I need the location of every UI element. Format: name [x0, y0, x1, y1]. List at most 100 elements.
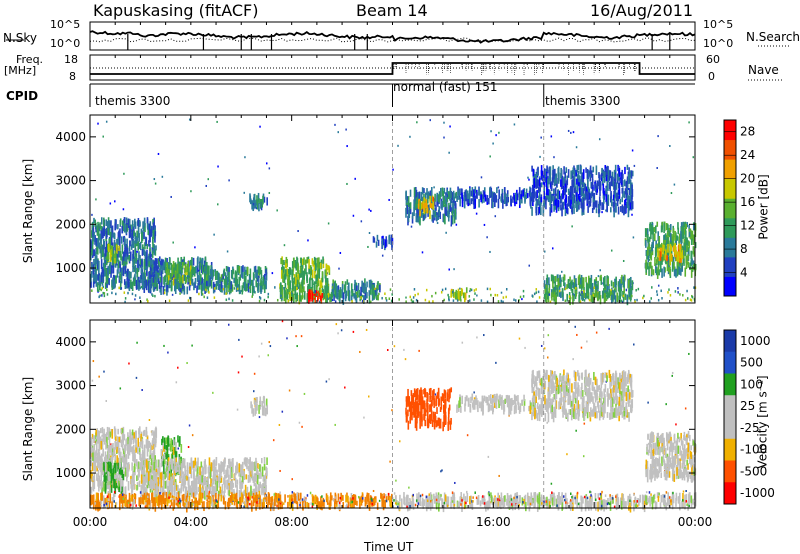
- power-echo-pixel: [376, 234, 379, 241]
- power-echo-pixel: [520, 194, 522, 200]
- power-speckle-pixel: [667, 291, 669, 294]
- power-echo-pixel: [103, 227, 106, 237]
- velocity-echo-pixel: [162, 461, 165, 467]
- velocity-echo-pixel: [166, 470, 169, 479]
- power-noise-pixel: [339, 251, 342, 254]
- power-echo-pixel: [585, 276, 587, 283]
- power-echo-pixel: [121, 225, 123, 234]
- power-echo-pixel: [282, 273, 284, 283]
- power-echo-pixel: [529, 196, 532, 203]
- power-echo-pixel: [304, 259, 307, 267]
- power-echo-pixel: [440, 200, 443, 208]
- velocity-echo-pixel: [195, 475, 197, 483]
- power-echo-pixel: [617, 191, 619, 202]
- power-echo-pixel: [622, 281, 625, 288]
- velocity-echo-pixel: [247, 474, 250, 483]
- power-echo-pixel: [573, 170, 576, 179]
- power-echo-pixel: [104, 263, 106, 274]
- power-echo-pixel: [618, 167, 621, 177]
- power-echo-pixel: [659, 265, 662, 273]
- power-echo-pixel: [677, 222, 679, 230]
- power-echo-pixel: [372, 284, 374, 291]
- power-echo-pixel: [610, 198, 613, 207]
- power-echo-pixel: [308, 289, 311, 296]
- power-echo-pixel: [450, 195, 453, 204]
- velocity-echo-pixel: [189, 466, 191, 474]
- velocity-echo-pixel: [110, 449, 113, 455]
- power-speckle-pixel: [298, 286, 300, 290]
- power-echo-pixel: [223, 268, 226, 276]
- velocity-echo-pixel: [145, 459, 148, 468]
- power-echo-pixel: [180, 270, 183, 277]
- velocity-echo-pixel: [167, 437, 170, 447]
- power-speckle-pixel: [486, 300, 489, 304]
- power-echo-pixel: [240, 266, 243, 275]
- power-echo-pixel: [296, 256, 298, 266]
- velocity-echo-pixel: [265, 484, 267, 492]
- power-echo-pixel: [667, 244, 669, 253]
- velocity-echo-pixel: [148, 440, 150, 448]
- nave-tick-bottom: 0: [708, 70, 715, 83]
- power-echo-pixel: [183, 273, 186, 281]
- velocity-echo-pixel: [170, 441, 172, 447]
- velocity-echo-pixel: [98, 475, 101, 483]
- power-echo-pixel: [262, 276, 265, 284]
- velocity-echo-pixel: [144, 487, 147, 494]
- velocity-echo-pixel: [142, 483, 145, 494]
- power-echo-pixel: [322, 289, 325, 298]
- power-speckle-pixel: [389, 288, 392, 291]
- power-echo-pixel: [154, 227, 156, 235]
- power-echo-pixel: [646, 262, 649, 270]
- velocity-echo-pixel: [246, 457, 248, 464]
- power-echo-pixel: [667, 224, 669, 232]
- velocity-echo-pixel: [245, 474, 248, 480]
- power-echo-pixel: [150, 259, 153, 265]
- power-speckle-pixel: [440, 291, 443, 294]
- power-echo-pixel: [126, 224, 129, 232]
- power-echo-pixel: [94, 256, 97, 266]
- power-speckle-pixel: [596, 286, 598, 289]
- power-echo-pixel: [204, 281, 207, 290]
- velocity-echo-pixel: [263, 464, 266, 471]
- power-echo-pixel: [514, 196, 516, 207]
- power-echo-pixel: [564, 199, 567, 209]
- power-echo-pixel: [160, 276, 163, 285]
- power-echo-pixel: [94, 269, 97, 279]
- power-noise-pixel: [95, 198, 97, 201]
- velocity-echo-pixel: [148, 471, 150, 482]
- power-echo-pixel: [661, 256, 663, 265]
- velocity-echo-pixel: [142, 473, 145, 481]
- power-echo-pixel: [120, 274, 123, 284]
- velocity-echo-pixel: [118, 480, 120, 486]
- velocity-echo-pixel: [206, 486, 208, 496]
- power-echo-pixel: [443, 197, 445, 207]
- power-echo-pixel: [474, 195, 477, 202]
- power-echo-pixel: [216, 280, 219, 286]
- velocity-echo-pixel: [175, 451, 178, 458]
- power-echo-pixel: [653, 226, 656, 233]
- power-echo-pixel: [125, 244, 127, 254]
- power-echo-pixel: [259, 198, 262, 209]
- power-echo-pixel: [621, 173, 624, 183]
- power-echo-pixel: [429, 190, 432, 198]
- power-echo-pixel: [435, 204, 437, 211]
- power-echo-pixel: [683, 242, 685, 250]
- velocity-echo-pixel: [190, 469, 193, 479]
- velocity-noise-pixel: [524, 346, 526, 349]
- power-echo-pixel: [512, 196, 514, 203]
- power-speckle-pixel: [690, 299, 693, 302]
- velocity-noise-pixel: [440, 470, 442, 473]
- power-echo-pixel: [617, 183, 620, 189]
- power-noise-pixel: [307, 239, 309, 242]
- power-echo-pixel: [670, 245, 673, 252]
- power-echo-pixel: [308, 278, 311, 289]
- power-echo-pixel: [131, 220, 134, 230]
- power-speckle-pixel: [322, 297, 325, 301]
- power-noise-pixel: [597, 275, 600, 278]
- power-echo-pixel: [337, 285, 340, 293]
- velocity-echo-pixel: [214, 485, 217, 492]
- velocity-echo-pixel: [139, 451, 141, 460]
- power-echo-pixel: [544, 196, 547, 205]
- power-echo-pixel: [121, 244, 124, 254]
- velocity-echo-pixel: [253, 475, 256, 481]
